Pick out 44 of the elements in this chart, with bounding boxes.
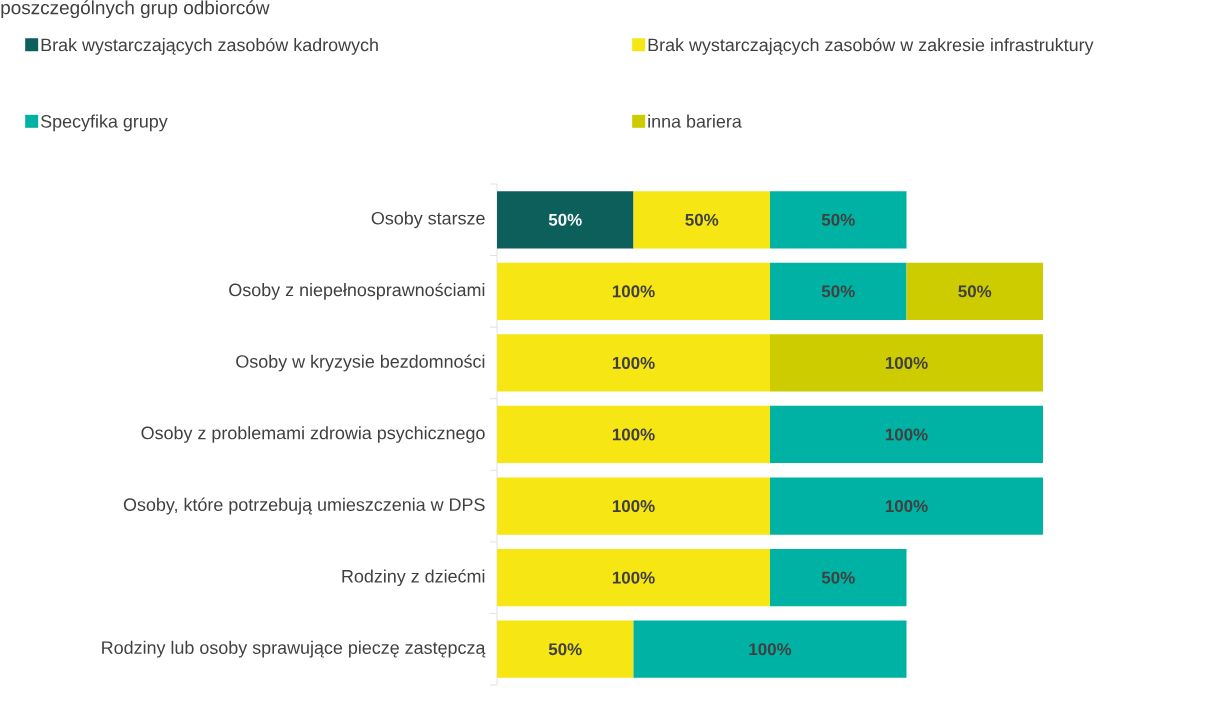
bar — [497, 477, 771, 535]
data-label: 100% — [885, 500, 928, 513]
y-tick-label: Osoby starsze — [371, 211, 485, 229]
bar — [497, 405, 771, 464]
data-label: 100% — [612, 285, 655, 298]
y-tick-label: Osoby, które potrzebują umieszczenia w DPS — [123, 497, 485, 515]
bar — [497, 262, 771, 320]
bar — [770, 191, 907, 249]
bar — [770, 334, 1044, 392]
legend-label: inna bariera — [648, 114, 742, 128]
bar — [770, 262, 907, 320]
y-tick-label: Osoby z problemami zdrowia psychicznego — [141, 426, 485, 443]
data-label: 100% — [612, 500, 655, 513]
bar — [770, 477, 1044, 535]
bar — [497, 191, 634, 249]
data-label: 100% — [749, 643, 792, 656]
data-label: 100% — [612, 428, 655, 441]
bar — [770, 405, 1044, 464]
data-label: 50% — [821, 213, 855, 226]
data-label: 100% — [612, 571, 655, 584]
data-label: 50% — [821, 571, 855, 584]
data-label: 100% — [612, 356, 655, 369]
y-tick-label: Osoby z niepełnosprawnościami — [229, 282, 485, 300]
legend-label: Brak wystarczających zasobów w zakresie infrastruktury — [648, 37, 1094, 55]
bar — [633, 620, 907, 678]
data-label: 50% — [821, 285, 855, 298]
data-label: 100% — [885, 356, 928, 369]
data-label: 50% — [548, 213, 582, 226]
bar — [633, 191, 771, 249]
data-label: 50% — [548, 643, 582, 656]
data-label: 100% — [885, 428, 928, 441]
y-tick-label: Rodziny lub osoby sprawujące pieczę zastępczą — [102, 640, 486, 658]
bar — [770, 549, 907, 607]
y-tick-label: Osoby w kryzysie bezdomności — [236, 354, 485, 372]
data-label: 50% — [685, 213, 719, 226]
bar — [497, 334, 771, 392]
data-label: 50% — [958, 285, 992, 298]
y-tick-label: Rodziny z dziećmi — [342, 569, 485, 587]
legend-label: Brak wystarczających zasobów kadrowych — [41, 37, 378, 55]
legend-label: Specyfika grupy — [40, 114, 168, 132]
bar — [906, 262, 1044, 320]
bar — [497, 549, 771, 607]
text: poszczególnych grup odbiorców — [1, 0, 270, 19]
bar — [497, 620, 634, 678]
